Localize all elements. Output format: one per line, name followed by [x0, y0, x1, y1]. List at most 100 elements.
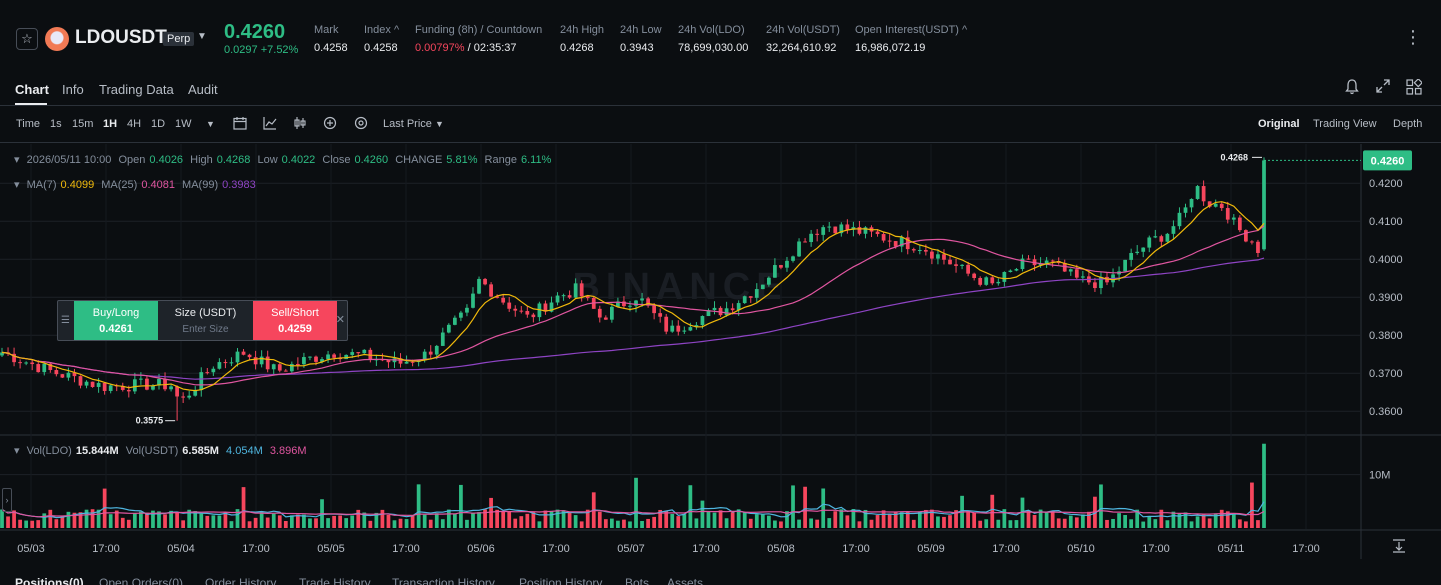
- interval-4h[interactable]: 4H: [127, 118, 142, 130]
- chevron-down-icon[interactable]: ▼: [197, 31, 207, 42]
- tab-open-orders[interactable]: Open Orders(0): [99, 576, 184, 585]
- candle-body: [344, 354, 349, 360]
- buy-long-button[interactable]: Buy/Long 0.4261: [74, 301, 158, 340]
- interval-1h[interactable]: 1H: [103, 118, 118, 130]
- layout-grid-icon[interactable]: [1406, 78, 1423, 99]
- price-type-select[interactable]: Last Price ▼: [383, 118, 444, 130]
- legend-caret-icon[interactable]: ▾: [14, 179, 20, 191]
- tab-trading-data[interactable]: Trading Data: [99, 82, 174, 97]
- candle-body: [634, 300, 638, 306]
- volume-bar: [609, 518, 614, 528]
- price-tick-label: 0.3800: [1369, 330, 1403, 342]
- volume-bar: [1256, 520, 1260, 528]
- size-input[interactable]: [165, 324, 246, 335]
- tab-chart[interactable]: Chart: [15, 82, 49, 97]
- tab-trade-history[interactable]: Trade History: [299, 576, 371, 585]
- interval-1s[interactable]: 1s: [50, 118, 62, 130]
- current-price-label: 0.4260: [1371, 155, 1405, 167]
- tab-bots[interactable]: Bots: [625, 576, 650, 585]
- candlestick-chart[interactable]: BINANCE 0.42000.41000.40000.39000.38000.…: [0, 144, 1441, 574]
- chevron-right-icon[interactable]: ›: [2, 488, 12, 512]
- volume-bar: [241, 487, 246, 528]
- bottom-tabs: Positions(0) Open Orders(0) Order Histor…: [0, 574, 1441, 585]
- interval-1w[interactable]: 1W: [175, 118, 192, 130]
- volume-bar: [670, 514, 675, 528]
- candle-body: [259, 356, 264, 365]
- candle-body: [960, 264, 964, 266]
- stat-index[interactable]: Index ^ 0.4258: [364, 24, 399, 54]
- time-tick-label: 17:00: [542, 543, 570, 555]
- size-label: Size (USDT): [174, 307, 237, 319]
- stat-value: 0.4258: [314, 42, 348, 54]
- candle-body: [187, 395, 192, 398]
- candle-body: [96, 382, 101, 387]
- volume-bar: [120, 517, 125, 528]
- tab-transaction-history[interactable]: Transaction History: [392, 576, 495, 585]
- candle-body: [229, 362, 234, 364]
- volume-bar: [139, 511, 143, 528]
- stat-24h-vol-ldo: 24h Vol(LDO) 78,699,030.00: [678, 24, 748, 54]
- volume-bar: [72, 512, 77, 528]
- legend-caret-icon[interactable]: ▾: [14, 445, 20, 457]
- volume-bar: [1099, 484, 1103, 528]
- volume-bar: [809, 518, 814, 528]
- volume-bar: [881, 510, 886, 528]
- volume-bar: [507, 511, 512, 528]
- tab-order-history[interactable]: Order History: [205, 576, 277, 585]
- funding-countdown: / 02:35:37: [464, 42, 517, 54]
- stat-24h-high: 24h High 0.4268: [560, 24, 604, 54]
- tab-position-history[interactable]: Position History: [519, 576, 603, 585]
- candle-body: [543, 303, 548, 312]
- volume-bar: [561, 510, 566, 528]
- tab-assets[interactable]: Assets: [667, 576, 704, 585]
- interval-15m[interactable]: 15m: [72, 118, 94, 130]
- interval-dropdown-icon[interactable]: ▼: [206, 119, 215, 129]
- close-icon[interactable]: ✕: [335, 314, 345, 326]
- stat-open-interest[interactable]: Open Interest(USDT) ^ 16,986,072.19: [855, 24, 967, 54]
- ohlc-low-label: Low: [257, 154, 278, 166]
- candle-body: [1068, 269, 1073, 272]
- view-trading-view[interactable]: Trading View: [1313, 118, 1377, 130]
- volume-bar: [652, 516, 657, 528]
- expand-icon[interactable]: [1376, 79, 1390, 97]
- view-original[interactable]: Original: [1258, 118, 1300, 130]
- candle-body: [984, 277, 989, 285]
- candle-type-icon[interactable]: [293, 116, 307, 133]
- volume-bar: [754, 514, 759, 528]
- tab-positions[interactable]: Positions(0): [15, 576, 84, 585]
- drag-handle-icon[interactable]: ☰: [61, 315, 70, 326]
- interval-1d[interactable]: 1D: [151, 118, 166, 130]
- ma25-value: 0.4081: [141, 179, 175, 191]
- volume-bar: [972, 512, 977, 528]
- volume-bar: [1038, 509, 1043, 528]
- symbol-name[interactable]: LDOUSDT: [75, 27, 167, 48]
- indicator-icon[interactable]: [263, 116, 277, 133]
- volume-bar: [1080, 514, 1085, 528]
- view-depth[interactable]: Depth: [1393, 118, 1423, 130]
- volume-bar: [386, 514, 391, 528]
- candle-body: [489, 284, 493, 297]
- sell-short-button[interactable]: Sell/Short 0.4259: [253, 301, 337, 340]
- volume-bar: [404, 519, 409, 528]
- volume-bar: [66, 511, 71, 528]
- tab-audit[interactable]: Audit: [188, 82, 218, 97]
- volume-bar: [145, 512, 149, 528]
- scroll-to-latest-icon[interactable]: [1392, 539, 1406, 558]
- volume-bar: [549, 511, 554, 528]
- settings-icon[interactable]: [354, 116, 368, 133]
- volume-ma-1-line: [1, 501, 1265, 519]
- bell-icon[interactable]: [1345, 79, 1359, 99]
- legend-caret-icon[interactable]: ▾: [14, 154, 20, 166]
- calendar-icon[interactable]: [233, 116, 247, 133]
- candle-body: [308, 356, 312, 358]
- star-icon[interactable]: ☆: [16, 28, 38, 50]
- candle-body: [1002, 272, 1007, 282]
- volume-bar: [1183, 512, 1188, 528]
- more-horizontal-icon[interactable]: ⋮: [1404, 27, 1423, 47]
- stat-label: Index ^: [364, 24, 400, 36]
- candle-body: [875, 231, 880, 235]
- candle-body: [151, 385, 155, 390]
- volume-ma-2-line: [1, 508, 1265, 518]
- draw-tools-icon[interactable]: [323, 116, 337, 133]
- tab-info[interactable]: Info: [62, 82, 84, 97]
